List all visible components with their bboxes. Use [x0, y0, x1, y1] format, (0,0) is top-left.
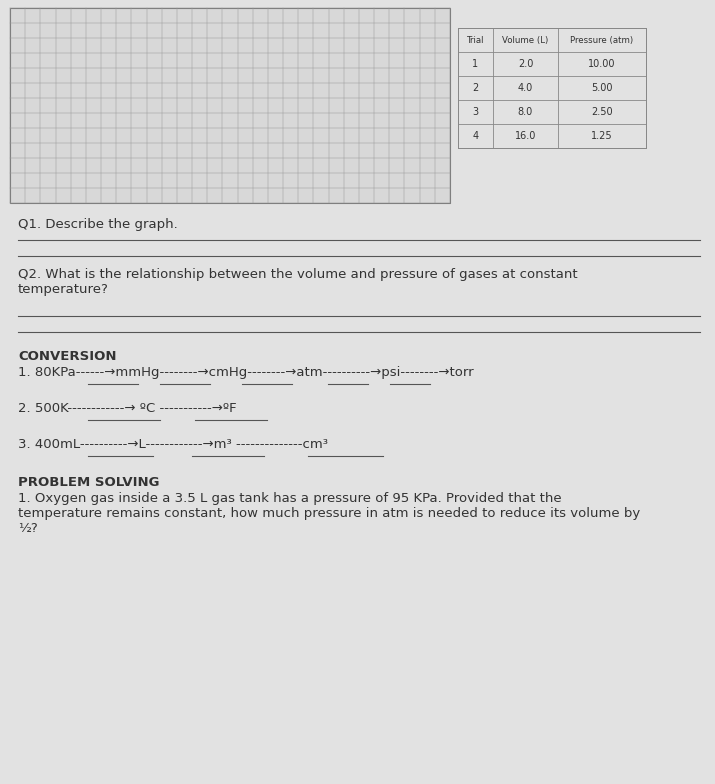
Text: Pressure (atm): Pressure (atm) — [571, 35, 633, 45]
Text: 3: 3 — [473, 107, 478, 117]
Text: 5.00: 5.00 — [591, 83, 613, 93]
Text: Q2. What is the relationship between the volume and pressure of gases at constan: Q2. What is the relationship between the… — [18, 268, 578, 296]
Text: PROBLEM SOLVING: PROBLEM SOLVING — [18, 476, 159, 489]
Bar — [458, 28, 646, 148]
Text: 1.25: 1.25 — [591, 131, 613, 141]
Text: 8.0: 8.0 — [518, 107, 533, 117]
Text: 16.0: 16.0 — [515, 131, 536, 141]
Text: Q1. Describe the graph.: Q1. Describe the graph. — [18, 218, 178, 231]
Text: Volume (L): Volume (L) — [503, 35, 548, 45]
Text: 2: 2 — [473, 83, 478, 93]
Bar — [10, 8, 450, 203]
Text: 3. 400mL----------→L------------→m³ --------------cm³: 3. 400mL----------→L------------→m³ ----… — [18, 438, 328, 451]
Text: CONVERSION: CONVERSION — [18, 350, 117, 363]
Text: Trial: Trial — [467, 35, 484, 45]
Text: 1. Oxygen gas inside a 3.5 L gas tank has a pressure of 95 KPa. Provided that th: 1. Oxygen gas inside a 3.5 L gas tank ha… — [18, 492, 640, 535]
Text: 4.0: 4.0 — [518, 83, 533, 93]
Text: 2.0: 2.0 — [518, 59, 533, 69]
Text: 2.50: 2.50 — [591, 107, 613, 117]
Text: 10.00: 10.00 — [588, 59, 616, 69]
Text: 1: 1 — [473, 59, 478, 69]
Text: 4: 4 — [473, 131, 478, 141]
Text: 1. 80KPa------→mmHg--------→cmHg--------→atm----------→psi--------→torr: 1. 80KPa------→mmHg--------→cmHg--------… — [18, 366, 473, 379]
Text: 2. 500K------------→ ºC -----------→ºF: 2. 500K------------→ ºC -----------→ºF — [18, 402, 237, 415]
